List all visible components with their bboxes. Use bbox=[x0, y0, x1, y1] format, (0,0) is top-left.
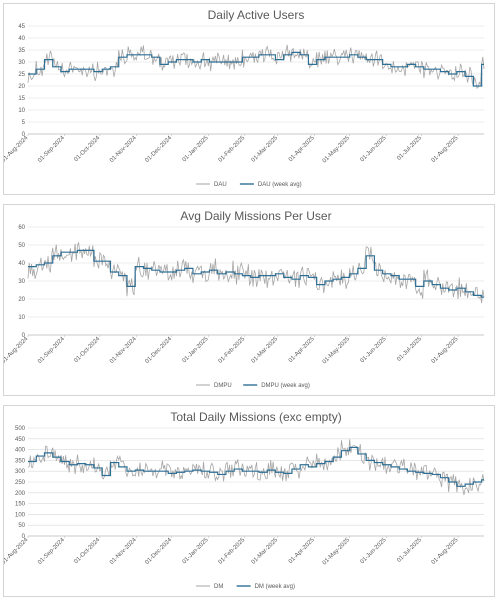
x-tick-label: 01-Jul-2025 bbox=[396, 135, 423, 162]
y-tick-label: 20 bbox=[18, 297, 25, 303]
y-tick-label: 40 bbox=[18, 36, 25, 42]
y-tick-label: 0 bbox=[22, 333, 26, 339]
y-tick-label: 400 bbox=[15, 448, 26, 454]
series-line-dmpu bbox=[27, 241, 485, 304]
y-tick-label: 450 bbox=[15, 437, 26, 443]
x-tick-label: 01-Sep-2024 bbox=[37, 336, 66, 365]
chart-title: Daily Active Users bbox=[208, 8, 305, 22]
x-tick-label: 01-Oct-2024 bbox=[73, 537, 101, 565]
y-tick-label: 20 bbox=[18, 84, 25, 90]
y-tick-label: 500 bbox=[15, 426, 26, 432]
x-tick-label: 01-Apr-2025 bbox=[288, 135, 316, 163]
chart-title: Total Daily Missions (exc empty) bbox=[170, 410, 341, 424]
x-tick-label: 01-Jan-2025 bbox=[182, 135, 211, 164]
legend: DAU DAU (week avg) bbox=[196, 182, 302, 188]
legend: DM DM (week avg) bbox=[196, 584, 295, 590]
x-tick-label: 01-Sep-2024 bbox=[37, 135, 66, 164]
x-tick-label: 01-Mar-2025 bbox=[251, 135, 280, 164]
x-tick-label: 01-Jul-2025 bbox=[396, 336, 423, 363]
x-tick-label: 01-Dec-2024 bbox=[144, 135, 173, 164]
x-tick-label: 01-Jun-2025 bbox=[360, 135, 389, 164]
chart-title: Avg Daily Missions Per User bbox=[180, 209, 331, 223]
y-tick-label: 300 bbox=[15, 469, 26, 475]
x-tick-label: 01-Aug-2024 bbox=[4, 336, 30, 365]
y-tick-label: 10 bbox=[18, 108, 25, 114]
x-tick-label: 01-Aug-2024 bbox=[4, 537, 30, 566]
x-tick-label: 01-Aug-2025 bbox=[431, 537, 460, 566]
x-tick-label: 01-Jan-2025 bbox=[182, 537, 211, 566]
dmpu-chart: Avg Daily Missions Per User 0 10 20 30 40 50 60… bbox=[4, 209, 485, 389]
x-tick-label: 01-May-2025 bbox=[322, 537, 352, 567]
x-tick-label: 01-Sep-2024 bbox=[37, 537, 66, 566]
x-tick-label: 01-Nov-2024 bbox=[109, 336, 138, 365]
y-tick-label: 25 bbox=[18, 72, 25, 78]
series-line-dmpu-week-avg- bbox=[28, 249, 484, 298]
y-tick-label: 40 bbox=[18, 261, 25, 267]
x-tick-label: 01-Aug-2024 bbox=[4, 135, 30, 164]
legend-label: DAU (week avg) bbox=[258, 182, 302, 188]
x-tick-label: 01-Oct-2024 bbox=[73, 135, 101, 163]
y-tick-label: 50 bbox=[18, 243, 25, 249]
y-tick-label: 10 bbox=[18, 315, 25, 321]
y-tick-label: 100 bbox=[15, 512, 26, 518]
x-tick-label: 01-Dec-2024 bbox=[144, 336, 173, 365]
x-tick-label: 01-Jun-2025 bbox=[360, 537, 389, 566]
legend-label: DMPU (week avg) bbox=[261, 383, 310, 389]
y-tick-label: 30 bbox=[18, 279, 25, 285]
x-tick-label: 01-Feb-2025 bbox=[218, 537, 247, 566]
x-tick-label: 01-Dec-2024 bbox=[144, 537, 173, 566]
y-tick-label: 15 bbox=[18, 96, 25, 102]
legend-label: DMPU bbox=[214, 383, 232, 389]
x-tick-label: 01-Jun-2025 bbox=[360, 336, 389, 365]
x-tick-label: 01-Nov-2024 bbox=[109, 135, 138, 164]
x-tick-label: 01-May-2025 bbox=[322, 336, 352, 366]
y-tick-label: 35 bbox=[18, 48, 25, 54]
x-tick-label: 01-May-2025 bbox=[322, 135, 352, 165]
legend-label: DAU bbox=[214, 182, 227, 188]
y-tick-label: 60 bbox=[18, 225, 25, 231]
series-line-dm bbox=[27, 439, 485, 496]
x-tick-label: 01-Jul-2025 bbox=[396, 537, 423, 564]
series-line-dm-week-avg- bbox=[28, 446, 484, 487]
legend-label: DM bbox=[214, 584, 223, 590]
x-tick-label: 01-Mar-2025 bbox=[251, 537, 280, 566]
chart-panel-dau: Daily Active Users 0 5 10 15 20 25 30 35 40 45 01-A… bbox=[3, 3, 495, 195]
y-tick-label: 150 bbox=[15, 502, 26, 508]
chart-panel-dm: Total Daily Missions (exc empty) 0 50 100 15… bbox=[3, 405, 495, 597]
y-tick-label: 0 bbox=[22, 132, 26, 138]
y-tick-label: 250 bbox=[15, 480, 26, 486]
dau-chart: Daily Active Users 0 5 10 15 20 25 30 35 40 45 01-A… bbox=[4, 8, 485, 188]
y-tick-label: 200 bbox=[15, 491, 26, 497]
y-tick-label: 45 bbox=[18, 24, 25, 30]
chart-panel-dmpu: Avg Daily Missions Per User 0 10 20 30 40 50 60… bbox=[3, 204, 495, 396]
y-tick-label: 5 bbox=[22, 120, 26, 126]
legend: DMPU DMPU (week avg) bbox=[196, 383, 310, 389]
y-tick-label: 30 bbox=[18, 60, 25, 66]
x-tick-label: 01-Apr-2025 bbox=[288, 537, 316, 565]
y-tick-label: 350 bbox=[15, 458, 26, 464]
x-tick-label: 01-Feb-2025 bbox=[218, 135, 247, 164]
x-tick-label: 01-Feb-2025 bbox=[218, 336, 247, 365]
x-tick-label: 01-Jan-2025 bbox=[182, 336, 211, 365]
series-line-dau-week-avg- bbox=[28, 51, 484, 87]
x-tick-label: 01-Apr-2025 bbox=[288, 336, 316, 364]
x-tick-label: 01-Oct-2024 bbox=[73, 336, 101, 364]
dm-chart: Total Daily Missions (exc empty) 0 50 100 15… bbox=[4, 410, 485, 590]
y-tick-label: 0 bbox=[22, 534, 26, 540]
x-tick-label: 01-Aug-2025 bbox=[431, 135, 460, 164]
legend-label: DM (week avg) bbox=[255, 584, 295, 590]
x-tick-label: 01-Aug-2025 bbox=[431, 336, 460, 365]
y-tick-label: 50 bbox=[18, 523, 25, 529]
x-tick-label: 01-Nov-2024 bbox=[109, 537, 138, 566]
x-tick-label: 01-Mar-2025 bbox=[251, 336, 280, 365]
